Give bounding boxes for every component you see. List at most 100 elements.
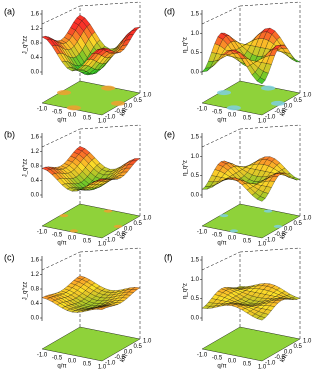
y-tick-label: 0.5 [294,221,303,227]
box-edge [201,5,241,25]
y-tick-label: 0.0 [284,104,293,110]
projection-plane [41,326,141,362]
panel: 1.51.00.50.0η_q^z(e)-1.0 -0.5 0.0 0.5 1.0q/π… [164,124,312,248]
z-tick-label: 0.0 [191,70,200,76]
panel: 1.51.00.50.0η_q^z(d)-1.0 -0.5 0.0 0.5 1.0q/π… [164,1,312,125]
z-axis-label: J_q^zz [23,36,29,55]
hot-spot [226,105,241,111]
z-tick-label: 1.6 [31,135,40,141]
hot-spot [263,209,273,213]
x-tick-label: 1.0 [258,119,267,125]
hot-spot [103,209,113,213]
x-tick-label: -0.5 [52,356,63,362]
y-tick-label: 0.0 [124,227,133,233]
z-tick-label: 0.0 [191,316,200,322]
x-tick-label: -1.0 [37,353,48,359]
x-tick-label: 0.5 [243,239,252,245]
box-edge [239,1,301,7]
x-tick-label: 0.0 [68,113,77,119]
panel: 1.61.20.80.40.0J_q^zz(b)-1.0 -0.5 0.0 0.5 1.… [4,124,152,248]
panel-label: (a) [4,6,15,16]
z-axis-label: J_q^zz [23,159,29,178]
hot-spot [271,100,285,106]
box-edge [41,5,81,25]
projection-plane [201,326,301,362]
panel-label: (c) [4,252,15,262]
x-tick-label: -0.5 [212,110,223,116]
y-tick-label: 1.0 [303,93,312,99]
z-tick-label: 1.5 [191,135,200,141]
hot-spot [261,85,276,91]
y-tick-label: -1.0 [265,238,276,244]
y-tick-label: -1.0 [265,361,276,367]
y-tick-label: -1.0 [105,238,116,244]
z-tick-label: 0.4 [31,178,40,184]
box-edge [201,251,241,271]
x-axis-label: q/π [57,241,66,247]
z-tick-label: 1.2 [31,272,40,278]
x-tick-label: 1.0 [98,242,107,248]
z-axis-label: η_q^z [183,283,189,299]
box-edge [79,1,141,7]
z-axis-label: J_q^zz [23,282,29,301]
x-tick-label: 1.0 [258,365,267,369]
z-tick-label: 0.8 [31,164,40,170]
projection-plane [41,80,141,116]
hot-spot [217,90,231,96]
panel-label: (f) [164,252,173,262]
z-tick-label: 0.0 [31,70,40,76]
y-tick-label: -0.5 [115,232,126,238]
surface-cell [96,179,106,181]
z-tick-label: 1.0 [191,154,200,160]
hot-spot [219,214,229,218]
hot-spot [229,229,239,233]
x-tick-label: -0.5 [52,233,63,239]
z-tick-label: 0.8 [31,287,40,293]
y-tick-label: 1.0 [143,339,152,345]
panel: 1.51.00.50.0η_q^z(f)-1.0 -0.5 0.0 0.5 1.0q/π… [164,247,312,369]
x-tick-label: 0.0 [68,236,77,242]
projection-plane [201,203,301,239]
z-tick-label: 0.4 [31,301,40,307]
x-tick-label: -0.5 [52,110,63,116]
z-tick-label: 0.0 [31,193,40,199]
x-tick-label: 0.5 [243,116,252,122]
y-axis-label: k/π [280,230,290,241]
y-tick-label: 0.5 [134,98,143,104]
surface-cell [256,77,266,85]
z-axis-label: η_q^z [183,160,189,176]
y-axis-label: k/π [120,107,130,118]
x-tick-label: -1.0 [37,230,48,236]
x-axis-label: q/π [217,364,226,369]
x-tick-label: -1.0 [197,230,208,236]
y-tick-label: 0.5 [294,98,303,104]
x-tick-label: 0.0 [228,359,237,365]
projection-plane [201,80,301,116]
x-tick-label: -0.5 [212,356,223,362]
z-tick-label: 0.5 [191,50,200,56]
z-tick-label: 0.5 [191,173,200,179]
z-tick-label: 1.6 [31,12,40,18]
x-tick-label: 0.5 [83,362,92,368]
box-edge [239,124,301,130]
surface-cell [256,196,266,202]
y-tick-label: 0.5 [134,344,143,350]
y-tick-label: -1.0 [265,115,276,121]
surface-cell [201,67,211,73]
z-tick-label: 0.8 [31,41,40,47]
y-tick-label: -0.5 [115,109,126,115]
y-tick-label: 1.0 [143,93,152,99]
z-tick-label: 0.0 [191,193,200,199]
hot-spot [101,85,116,91]
x-axis-label: q/π [217,118,226,124]
surface-cell [256,316,266,321]
y-tick-label: 1.0 [143,216,152,222]
x-axis-label: q/π [57,118,66,124]
hot-spot [111,100,125,106]
y-tick-label: -0.5 [275,355,286,361]
z-tick-label: 1.2 [31,149,40,155]
y-tick-label: 0.0 [124,350,133,356]
y-tick-label: 1.0 [303,216,312,222]
box-edge [41,251,81,271]
